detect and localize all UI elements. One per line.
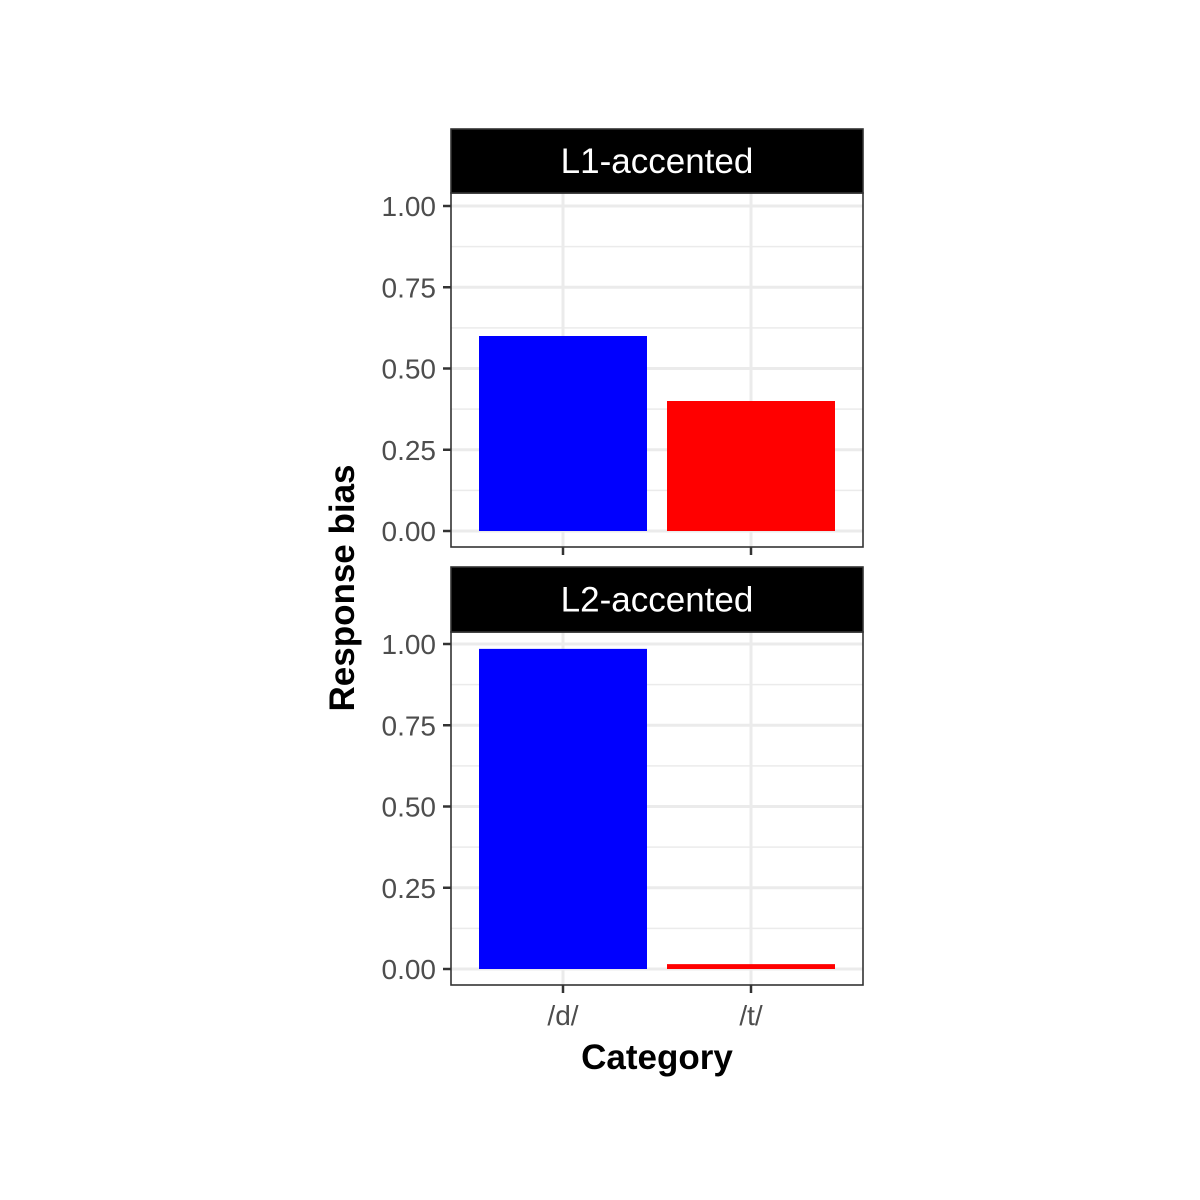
x-tick-label: /t/ — [739, 1000, 763, 1031]
strip-background — [450, 128, 864, 194]
x-axis-title: Category — [581, 1038, 733, 1077]
x-tick-label: /d/ — [547, 1000, 578, 1031]
facet-panel: L2-accented 0.00 0.25 0.50 0.75 1.00/d/ /t/ — [382, 566, 864, 1031]
facet-panel: L1-accented 0.00 0.25 0.50 0.75 1.00 — [382, 128, 864, 555]
y-tick-label: 1.00 — [382, 629, 437, 660]
y-tick-label: 0.50 — [382, 792, 437, 823]
bar-t — [667, 401, 835, 531]
y-tick-label: 0.50 — [382, 354, 437, 385]
bar-t — [667, 964, 835, 969]
strip-background — [450, 566, 864, 633]
strip-label: L1-accented — [561, 142, 754, 181]
y-tick-label: 0.75 — [382, 710, 437, 741]
y-tick-label: 0.25 — [382, 873, 437, 904]
bar-d — [479, 336, 647, 531]
y-tick-label: 1.00 — [382, 191, 437, 222]
y-tick-label: 0.75 — [382, 272, 437, 303]
bar-d — [479, 648, 647, 969]
y-tick-label: 0.25 — [382, 435, 437, 466]
y-axis-title: Response bias — [323, 464, 362, 711]
strip-label: L2-accented — [561, 581, 754, 620]
facet-panels: L1-accented0.000.250.500.751.00L2-accent… — [382, 128, 864, 1031]
y-tick-label: 0.00 — [382, 516, 437, 547]
y-tick-label: 0.00 — [382, 954, 437, 985]
